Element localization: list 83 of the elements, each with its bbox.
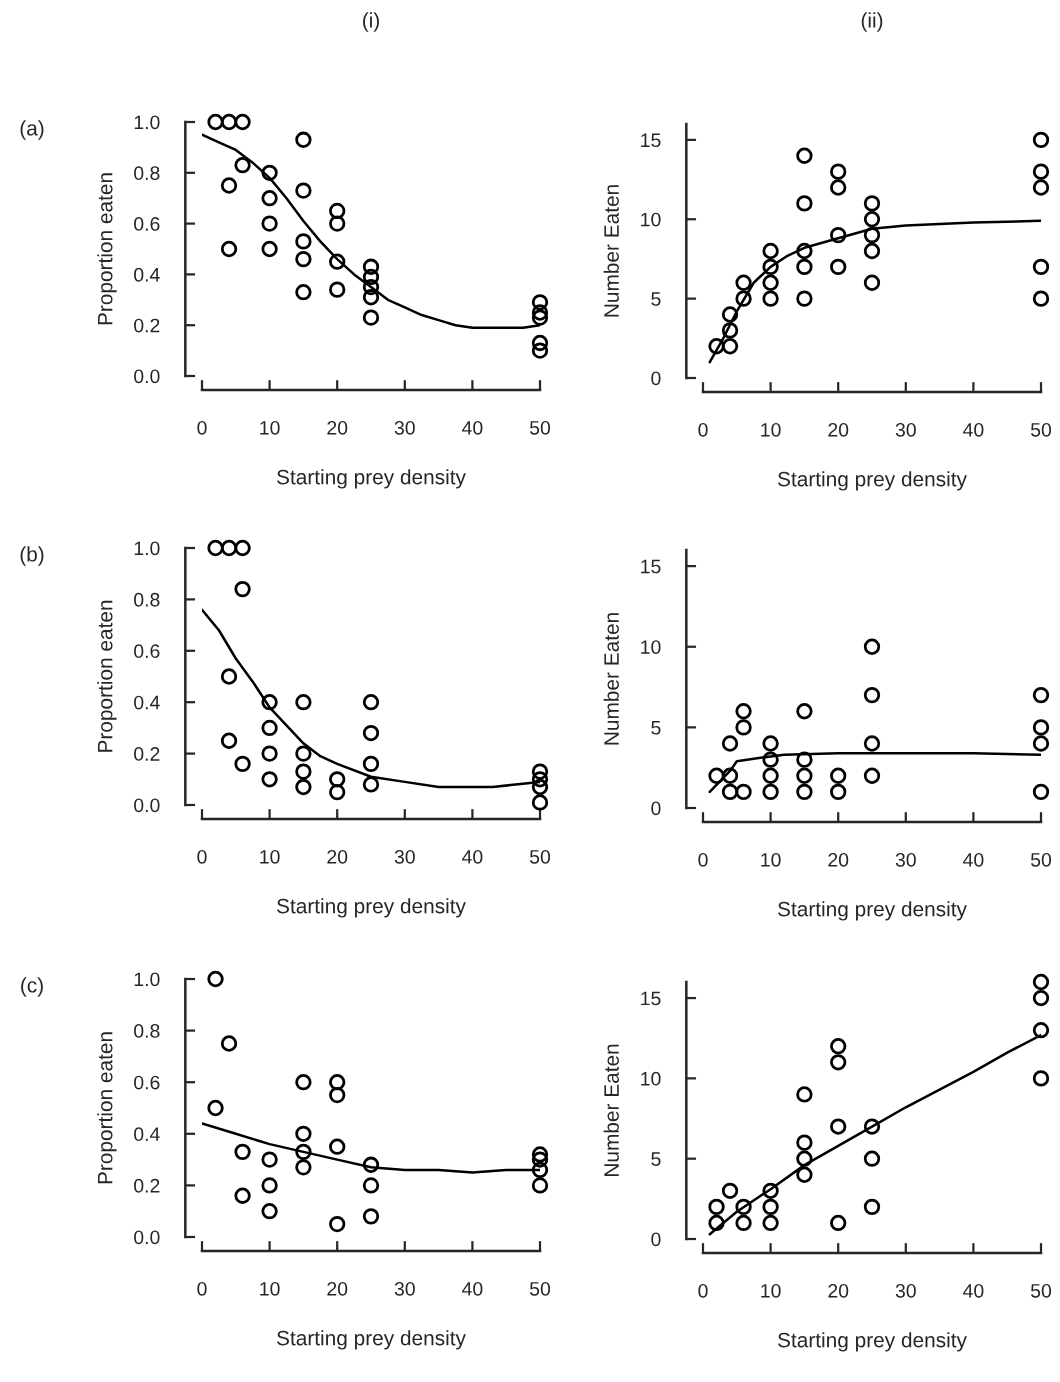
y-tick-label: 15 <box>641 559 661 574</box>
text: (i) <box>363 12 379 32</box>
y-tick-label: 1.0 <box>134 541 160 556</box>
y-tick-label: 0.6 <box>134 217 160 231</box>
y-tick-label: 0.4 <box>134 267 160 282</box>
y-tick-label: 0.0 <box>134 1230 160 1245</box>
x-tick-label: 40 <box>462 849 483 864</box>
y-tick-label: 10 <box>641 1071 661 1086</box>
y-tick-label: 15 <box>641 133 661 148</box>
x-tick-label: 0 <box>197 849 207 864</box>
y-tick-label: 0.6 <box>134 644 160 659</box>
x-tick-label: 10 <box>260 1281 280 1296</box>
y-tick-label: 0.4 <box>134 695 160 710</box>
x-axis-title: Starting prey density <box>277 898 466 918</box>
y-axis-title: Proportion eaten <box>97 1032 117 1184</box>
x-tick-label: 50 <box>1030 422 1052 437</box>
y-axis-title: Number Eaten <box>603 1044 619 1176</box>
y-tick-label: 0.2 <box>134 1178 160 1193</box>
y-tick-label: 5 <box>651 721 661 735</box>
x-axis-title: Starting prey density <box>778 471 967 491</box>
y-tick-label: 0 <box>651 371 661 386</box>
text: (a) <box>20 120 44 140</box>
text: (ii) <box>861 12 883 32</box>
y-tick-label: 0.2 <box>134 318 160 333</box>
x-tick-label: 40 <box>462 420 483 435</box>
x-tick-label: 40 <box>462 1281 483 1296</box>
y-tick-label: 0.2 <box>134 747 160 761</box>
x-tick-label: 40 <box>963 1283 984 1298</box>
y-tick-label: 0.8 <box>134 592 160 607</box>
x-tick-label: 50 <box>529 849 551 864</box>
y-tick-label: 5 <box>651 292 661 306</box>
y-tick-label: 0.4 <box>134 1127 160 1142</box>
x-axis-title: Starting prey density <box>277 469 466 489</box>
x-tick-label: 30 <box>394 1281 415 1296</box>
x-tick-label: 50 <box>1030 852 1052 867</box>
x-tick-label: 10 <box>761 422 781 437</box>
x-tick-label: 10 <box>761 1283 781 1298</box>
y-axis-title: Number Eaten <box>603 613 619 745</box>
x-tick-label: 30 <box>394 420 415 435</box>
y-tick-label: 0.6 <box>134 1075 160 1090</box>
x-tick-label: 0 <box>698 422 708 437</box>
x-tick-label: 40 <box>963 422 984 437</box>
x-tick-label: 20 <box>327 1281 348 1296</box>
x-axis-title: Starting prey density <box>778 901 967 921</box>
y-tick-label: 0.8 <box>134 166 160 181</box>
y-tick-label: 0.0 <box>134 798 160 813</box>
y-tick-label: 1.0 <box>134 972 160 987</box>
x-tick-label: 20 <box>828 1283 849 1298</box>
x-axis-title: Starting prey density <box>778 1332 967 1352</box>
x-tick-label: 40 <box>963 852 984 867</box>
x-tick-label: 0 <box>197 420 207 435</box>
x-tick-label: 10 <box>761 852 781 867</box>
y-axis-title: Number Eaten <box>603 185 619 317</box>
x-axis-title: Starting prey density <box>277 1330 466 1350</box>
x-tick-label: 10 <box>260 420 280 435</box>
y-tick-label: 10 <box>641 640 661 654</box>
x-tick-label: 0 <box>197 1281 207 1296</box>
y-axis-title: Proportion eaten <box>97 173 117 325</box>
x-tick-label: 0 <box>698 1283 708 1298</box>
x-tick-label: 0 <box>698 852 708 867</box>
text: (b) <box>20 546 44 566</box>
x-tick-label: 20 <box>828 852 849 867</box>
y-tick-label: 0.8 <box>134 1024 160 1038</box>
x-tick-label: 50 <box>1030 1283 1052 1298</box>
y-axis-title: Proportion eaten <box>97 600 117 752</box>
y-tick-label: 0 <box>651 801 661 816</box>
x-tick-label: 30 <box>895 422 916 437</box>
x-tick-label: 30 <box>895 852 916 867</box>
text: (c) <box>21 977 43 997</box>
x-tick-label: 20 <box>828 422 849 437</box>
x-tick-label: 50 <box>529 420 551 435</box>
y-tick-label: 5 <box>651 1152 661 1166</box>
y-tick-label: 10 <box>641 212 661 227</box>
y-tick-label: 0 <box>651 1232 661 1247</box>
x-tick-label: 30 <box>895 1283 916 1298</box>
y-tick-label: 15 <box>641 991 661 1006</box>
y-tick-label: 0.0 <box>134 369 160 384</box>
x-tick-label: 50 <box>529 1281 551 1296</box>
x-tick-label: 20 <box>327 420 348 435</box>
x-tick-label: 20 <box>327 849 348 864</box>
x-tick-label: 30 <box>394 849 415 864</box>
x-tick-label: 10 <box>260 849 280 864</box>
y-tick-label: 1.0 <box>134 115 160 130</box>
